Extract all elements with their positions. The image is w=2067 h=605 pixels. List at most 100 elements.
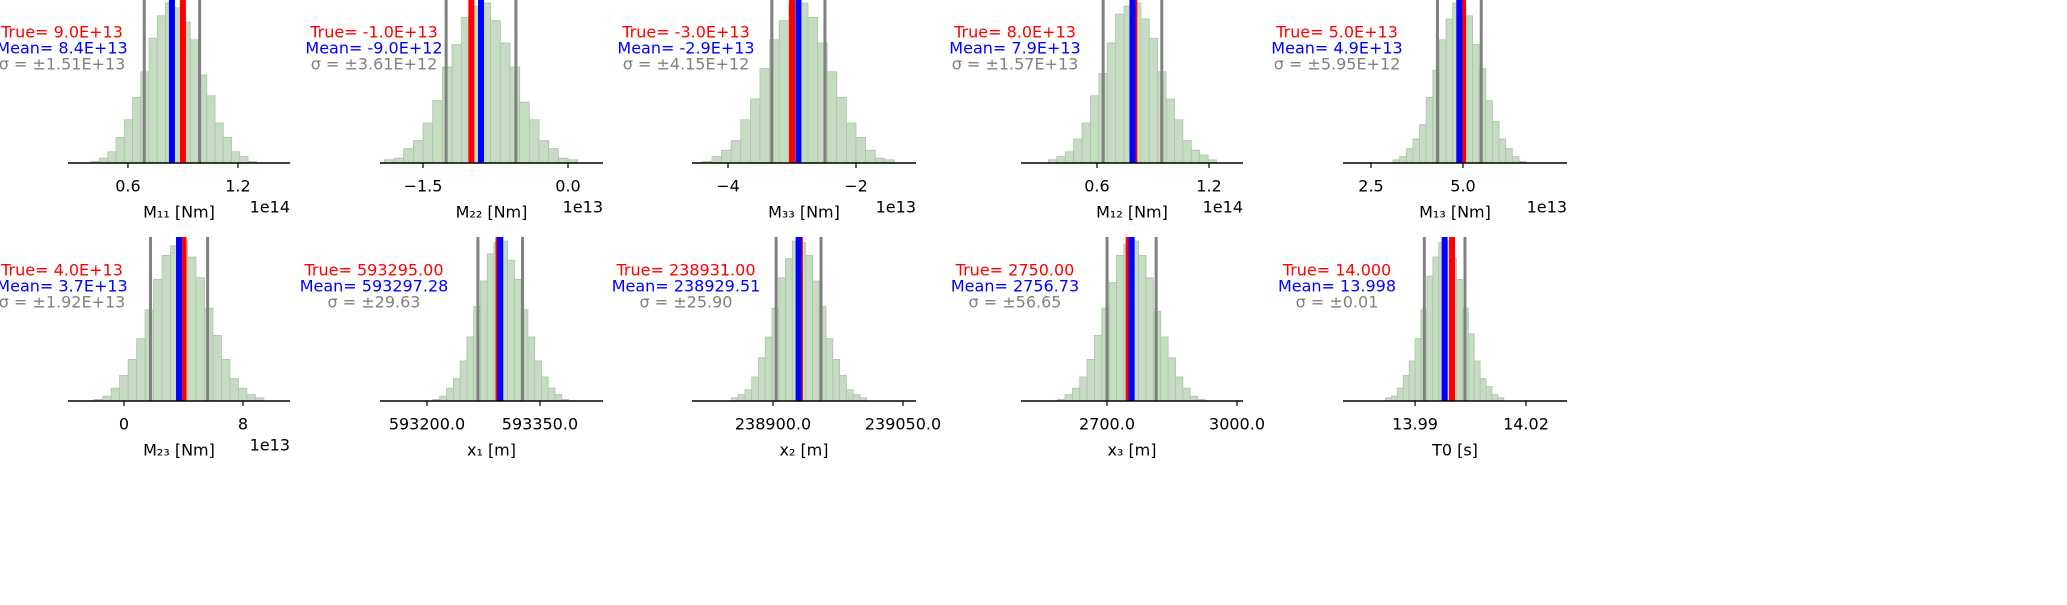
histogram-bar (466, 336, 475, 402)
x-tick-label: 2700.0 (1079, 415, 1135, 434)
histogram-bar (845, 389, 854, 402)
histogram-bar (865, 149, 876, 164)
histogram-bar (1396, 387, 1404, 402)
histogram-bar (519, 101, 530, 164)
x-tick-label: 593350.0 (502, 415, 578, 434)
histogram-bar (189, 39, 199, 164)
histogram-bar (1432, 256, 1440, 402)
histogram-bar (730, 140, 742, 164)
histogram-bar (855, 136, 867, 164)
histogram-bar (1190, 149, 1201, 164)
offset-text: 1e14 (1203, 198, 1243, 217)
mean-annotation: Mean= 4.9E+13 (1271, 39, 1402, 58)
x-axis-label: M₁₂ [Nm] (1096, 203, 1168, 222)
histogram-bar (832, 358, 840, 402)
histogram-bar (528, 119, 540, 164)
histogram-bar (778, 20, 790, 164)
histogram-bar (499, 42, 511, 164)
histogram-bar (1445, 18, 1454, 164)
true-annotation: True= 593295.00 (304, 261, 444, 280)
histogram-bar (148, 37, 158, 164)
mean-annotation: Mean= 2756.73 (951, 277, 1079, 296)
histogram-bar (554, 394, 563, 402)
histogram-bar (1439, 39, 1447, 164)
histogram-bar (1426, 275, 1434, 402)
histogram-bar (1090, 95, 1100, 164)
histogram-bar (759, 68, 771, 164)
histogram-bar (1492, 121, 1500, 164)
mean-annotation: Mean= -9.0E+12 (305, 39, 442, 58)
histogram-bar (534, 360, 542, 402)
histogram-bar (229, 378, 239, 402)
histogram-bar (187, 256, 197, 402)
histogram-bar (1064, 151, 1075, 164)
x-axis-label: M₁₁ [Nm] (143, 203, 215, 222)
offset-text: 1e14 (250, 198, 290, 217)
histogram-bar (452, 378, 461, 402)
sigma-annotation: σ = ±5.95E+12 (1274, 55, 1401, 74)
x-tick-label: 0.6 (1084, 177, 1109, 196)
offset-text: 1e13 (1527, 198, 1567, 217)
mean-annotation: Mean= 238929.51 (612, 277, 761, 296)
histogram-bar (432, 100, 443, 164)
true-annotation: True= 14.000 (1282, 261, 1391, 280)
histogram-bar (206, 95, 216, 164)
histogram-bar (161, 254, 171, 402)
histogram-bar (136, 338, 146, 402)
histogram-bar (446, 387, 454, 402)
histogram-bar (852, 394, 861, 402)
histogram-bar (737, 394, 746, 402)
sigma-annotation: σ = ±56.65 (969, 293, 1062, 312)
sigma-annotation: σ = ±25.90 (640, 293, 733, 312)
mean-annotation: Mean= 3.7E+13 (0, 277, 128, 296)
true-annotation: True= 2750.00 (955, 261, 1075, 280)
histogram-bar (422, 122, 434, 164)
histogram-bar (1086, 358, 1095, 402)
histogram-bar (214, 122, 224, 164)
histogram-bar (538, 140, 550, 164)
histogram-bar (1408, 360, 1416, 402)
histogram-bar (1505, 148, 1513, 164)
histogram-bar (221, 358, 231, 402)
histogram-bar (826, 71, 838, 164)
histogram-bar (527, 336, 536, 402)
histogram-bar (785, 258, 793, 402)
histogram-bar (1472, 44, 1480, 164)
x-tick-label: 0.6 (115, 177, 140, 196)
histogram-bar (1479, 378, 1487, 402)
true-annotation: True= -3.0E+13 (621, 23, 750, 42)
x-axis-label: x₃ [m] (1107, 441, 1156, 460)
x-axis-label: M₂₃ [Nm] (143, 441, 215, 460)
histogram-bar (1491, 394, 1499, 402)
histogram-bar (1473, 360, 1481, 402)
histogram-bar (115, 136, 125, 164)
histogram-bar (1425, 97, 1434, 164)
histogram-bar (1071, 387, 1081, 402)
sigma-annotation: σ = ±1.92E+13 (0, 293, 125, 312)
sigma-annotation: σ = ±4.15E+12 (623, 55, 750, 74)
histogram-bar (778, 277, 786, 402)
true-annotation: True= 5.0E+13 (1275, 23, 1398, 42)
x-tick-label: 13.99 (1392, 415, 1438, 434)
histogram-bar (547, 387, 556, 402)
histogram-bar (740, 119, 751, 164)
histogram-bar (751, 376, 759, 402)
x-tick-label: 0.0 (555, 177, 580, 196)
histogram-bar (1108, 282, 1117, 402)
histogram-bar (222, 136, 232, 164)
x-tick-label: −2 (844, 177, 868, 196)
x-tick-label: 239050.0 (865, 415, 941, 434)
histogram-bar (490, 20, 501, 164)
histogram-bar (195, 277, 205, 402)
histogram-bar (107, 151, 117, 164)
histogram-bar (836, 97, 847, 164)
x-axis-label: M₃₃ [Nm] (768, 203, 840, 222)
histogram-bar (1485, 386, 1493, 402)
x-tick-label: 14.02 (1503, 415, 1549, 434)
x-tick-label: 1.2 (225, 177, 250, 196)
x-axis-label: T0 [s] (1431, 441, 1478, 460)
histogram-bar (1174, 119, 1184, 164)
x-tick-label: 593200.0 (389, 415, 465, 434)
true-annotation: True= 4.0E+13 (0, 261, 123, 280)
sigma-annotation: σ = ±3.61E+12 (311, 55, 438, 74)
